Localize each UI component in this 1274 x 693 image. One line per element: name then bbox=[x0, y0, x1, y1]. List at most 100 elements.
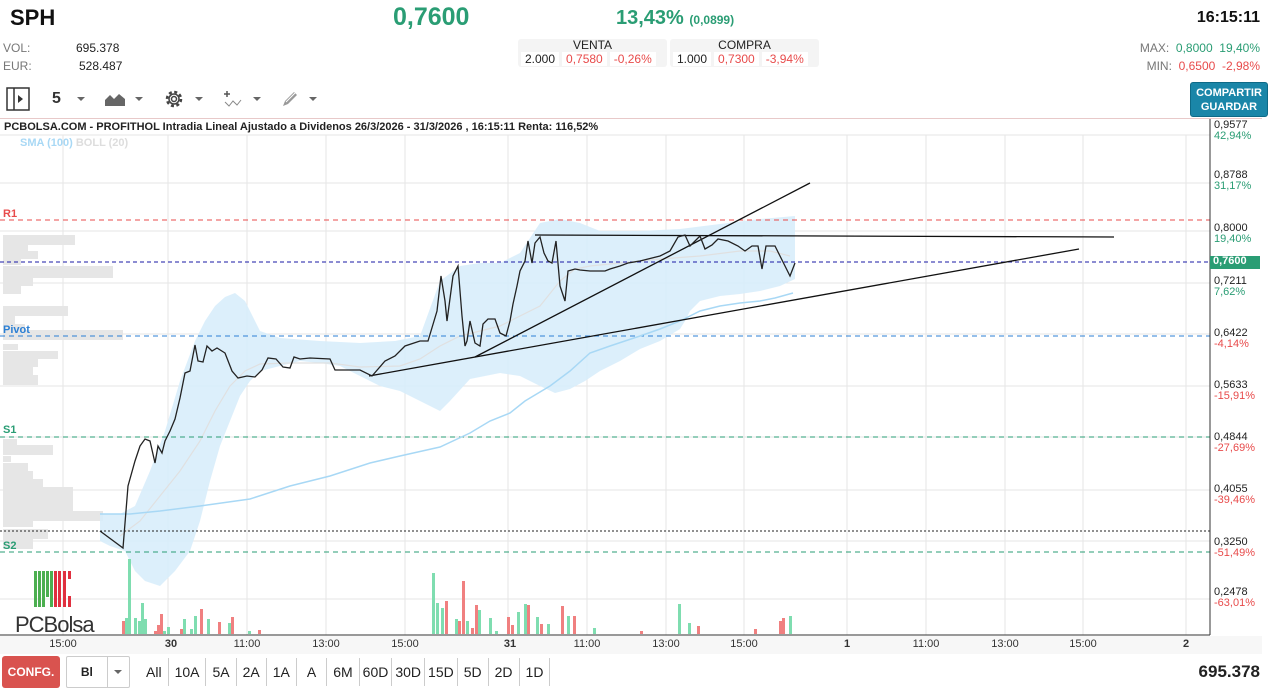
add-indicator-icon bbox=[223, 91, 242, 107]
x-tick: 31 bbox=[503, 638, 517, 650]
period-a[interactable]: A bbox=[297, 658, 328, 686]
x-tick: 15:00 bbox=[49, 638, 77, 650]
panel-toggle-icon bbox=[6, 87, 30, 111]
period-selector: All 10A 5A 2A 1A A 6M 60D 30D 15D 5D 2D … bbox=[140, 658, 551, 686]
legend-sma[interactable]: SMA (100) bbox=[20, 137, 73, 149]
period-1a[interactable]: 1A bbox=[267, 658, 297, 686]
chart-area[interactable] bbox=[0, 118, 1262, 636]
drawing-dropdown[interactable] bbox=[281, 90, 317, 108]
venta-price: 0,7580 bbox=[562, 52, 607, 66]
share-label: COMPARTIR bbox=[1196, 87, 1262, 99]
period-10a[interactable]: 10A bbox=[169, 658, 207, 686]
period-1d[interactable]: 1D bbox=[520, 658, 551, 686]
min-value: 0,6500 bbox=[1178, 59, 1216, 73]
x-tick: 11:00 bbox=[912, 638, 940, 650]
y-tick: 0,2478 -63,01% bbox=[1214, 586, 1255, 609]
period-30d[interactable]: 30D bbox=[392, 658, 426, 686]
chart-title: PCBOLSA.COM - PROFITHOL Intradia Lineal … bbox=[4, 121, 599, 133]
period-2d[interactable]: 2D bbox=[489, 658, 520, 686]
x-tick: 13:00 bbox=[652, 638, 680, 650]
interval-dropdown[interactable]: 5 bbox=[52, 90, 85, 108]
s1-label: S1 bbox=[3, 424, 17, 436]
price-chart-svg bbox=[0, 119, 1260, 636]
x-tick: 15:00 bbox=[1069, 638, 1097, 650]
period-15d[interactable]: 15D bbox=[425, 658, 458, 686]
compra-price: 0,7300 bbox=[714, 52, 759, 66]
legend-boll[interactable]: BOLL (20) bbox=[75, 137, 129, 149]
volume-bars bbox=[122, 559, 792, 634]
chevron-down-icon bbox=[108, 657, 129, 687]
x-axis: 15:00 30 11:00 13:00 15:00 31 11:00 13:0… bbox=[0, 636, 1262, 654]
change-pct: 13,43% bbox=[616, 7, 684, 29]
chart-type-select[interactable]: Bl bbox=[66, 656, 130, 688]
config-button[interactable]: CONFG. bbox=[2, 656, 60, 688]
min-pct: -2,98% bbox=[1221, 59, 1260, 73]
y-tick: 0,4844 -27,69% bbox=[1214, 431, 1255, 454]
trendlines bbox=[368, 182, 1115, 377]
x-tick: 2 bbox=[1182, 638, 1190, 650]
interval-value: 5 bbox=[52, 90, 61, 107]
indicator-legend: SMA (100) BOLL (20) bbox=[20, 137, 128, 149]
x-tick: 30 bbox=[164, 638, 178, 650]
period-all[interactable]: All bbox=[140, 658, 169, 686]
y-tick: 0,6422 -4,14% bbox=[1214, 327, 1249, 350]
x-tick: 11:00 bbox=[233, 638, 261, 650]
bollinger-band bbox=[100, 216, 795, 586]
y-tick: 0,8788 31,17% bbox=[1214, 169, 1252, 192]
period-2a[interactable]: 2A bbox=[237, 658, 267, 686]
max-row: MAX: 0,8000 19,40% bbox=[1140, 41, 1260, 55]
y-tick: 0,8000 19,40% bbox=[1214, 222, 1252, 245]
vol-value: 695.378 bbox=[76, 41, 120, 55]
indicators-dropdown[interactable] bbox=[223, 90, 261, 108]
y-tick: 0,3250 -51,49% bbox=[1214, 536, 1255, 559]
period-6m[interactable]: 6M bbox=[327, 658, 360, 686]
period-5a[interactable]: 5A bbox=[206, 658, 237, 686]
ticker-symbol: SPH bbox=[10, 5, 56, 30]
venta-label: VENTA bbox=[572, 38, 613, 52]
min-row: MIN: 0,6500 -2,98% bbox=[1147, 59, 1260, 73]
toggle-panel-button[interactable] bbox=[6, 87, 30, 111]
compra-qty: 1.000 bbox=[673, 52, 712, 66]
x-tick: 13:00 bbox=[312, 638, 340, 650]
current-price-label: 0,7600 bbox=[1213, 255, 1247, 267]
price-line bbox=[99, 234, 796, 550]
area-chart-icon bbox=[104, 94, 125, 106]
x-tick: 13:00 bbox=[991, 638, 1019, 650]
change-abs: (0,0899) bbox=[689, 13, 735, 27]
x-tick: 1 bbox=[843, 638, 851, 650]
chart-type-value: Bl bbox=[67, 657, 108, 687]
chart-type-dropdown[interactable] bbox=[104, 92, 143, 106]
eur-label: EUR: bbox=[3, 59, 32, 73]
period-5d[interactable]: 5D bbox=[458, 658, 489, 686]
clock-time: 16:15:11 bbox=[1196, 9, 1260, 26]
chevron-down-icon bbox=[194, 97, 203, 101]
max-label: MAX: bbox=[1139, 41, 1170, 55]
s2-label: S2 bbox=[3, 540, 17, 552]
save-label: GUARDAR bbox=[1200, 101, 1258, 113]
period-60d[interactable]: 60D bbox=[360, 658, 393, 686]
settings-dropdown[interactable] bbox=[163, 88, 203, 110]
sma-line bbox=[100, 292, 794, 515]
footer-volume: 695.378 bbox=[1198, 662, 1260, 681]
price-change: 13,43% (0,0899) bbox=[616, 7, 734, 30]
logo-text: PCBolsa bbox=[15, 612, 95, 637]
r1-label: R1 bbox=[3, 208, 18, 220]
chart-toolbar: 5 bbox=[6, 86, 329, 112]
compra-label: COMPRA bbox=[718, 38, 771, 52]
venta-pct: -0,26% bbox=[609, 52, 656, 66]
x-tick: 15:00 bbox=[391, 638, 419, 650]
volume-profile bbox=[3, 235, 123, 549]
chevron-down-icon bbox=[252, 97, 261, 101]
vol-label: VOL: bbox=[3, 41, 31, 55]
current-price-marker bbox=[1210, 256, 1260, 269]
y-tick: 0,4055 -39,46% bbox=[1214, 483, 1255, 506]
share-save-button[interactable]: COMPARTIR GUARDAR bbox=[1190, 82, 1268, 117]
y-tick: 0,9577 42,94% bbox=[1214, 119, 1252, 142]
y-tick: 0,7211 7,62% bbox=[1214, 275, 1247, 298]
venta-box: VENTA 2.000 0,7580 -0,26% bbox=[518, 39, 667, 67]
y-tick: 0,5633 -15,91% bbox=[1214, 379, 1255, 402]
chevron-down-icon bbox=[308, 97, 317, 101]
x-tick: 11:00 bbox=[573, 638, 601, 650]
max-value: 0,8000 bbox=[1175, 41, 1213, 55]
gear-icon bbox=[165, 90, 183, 108]
